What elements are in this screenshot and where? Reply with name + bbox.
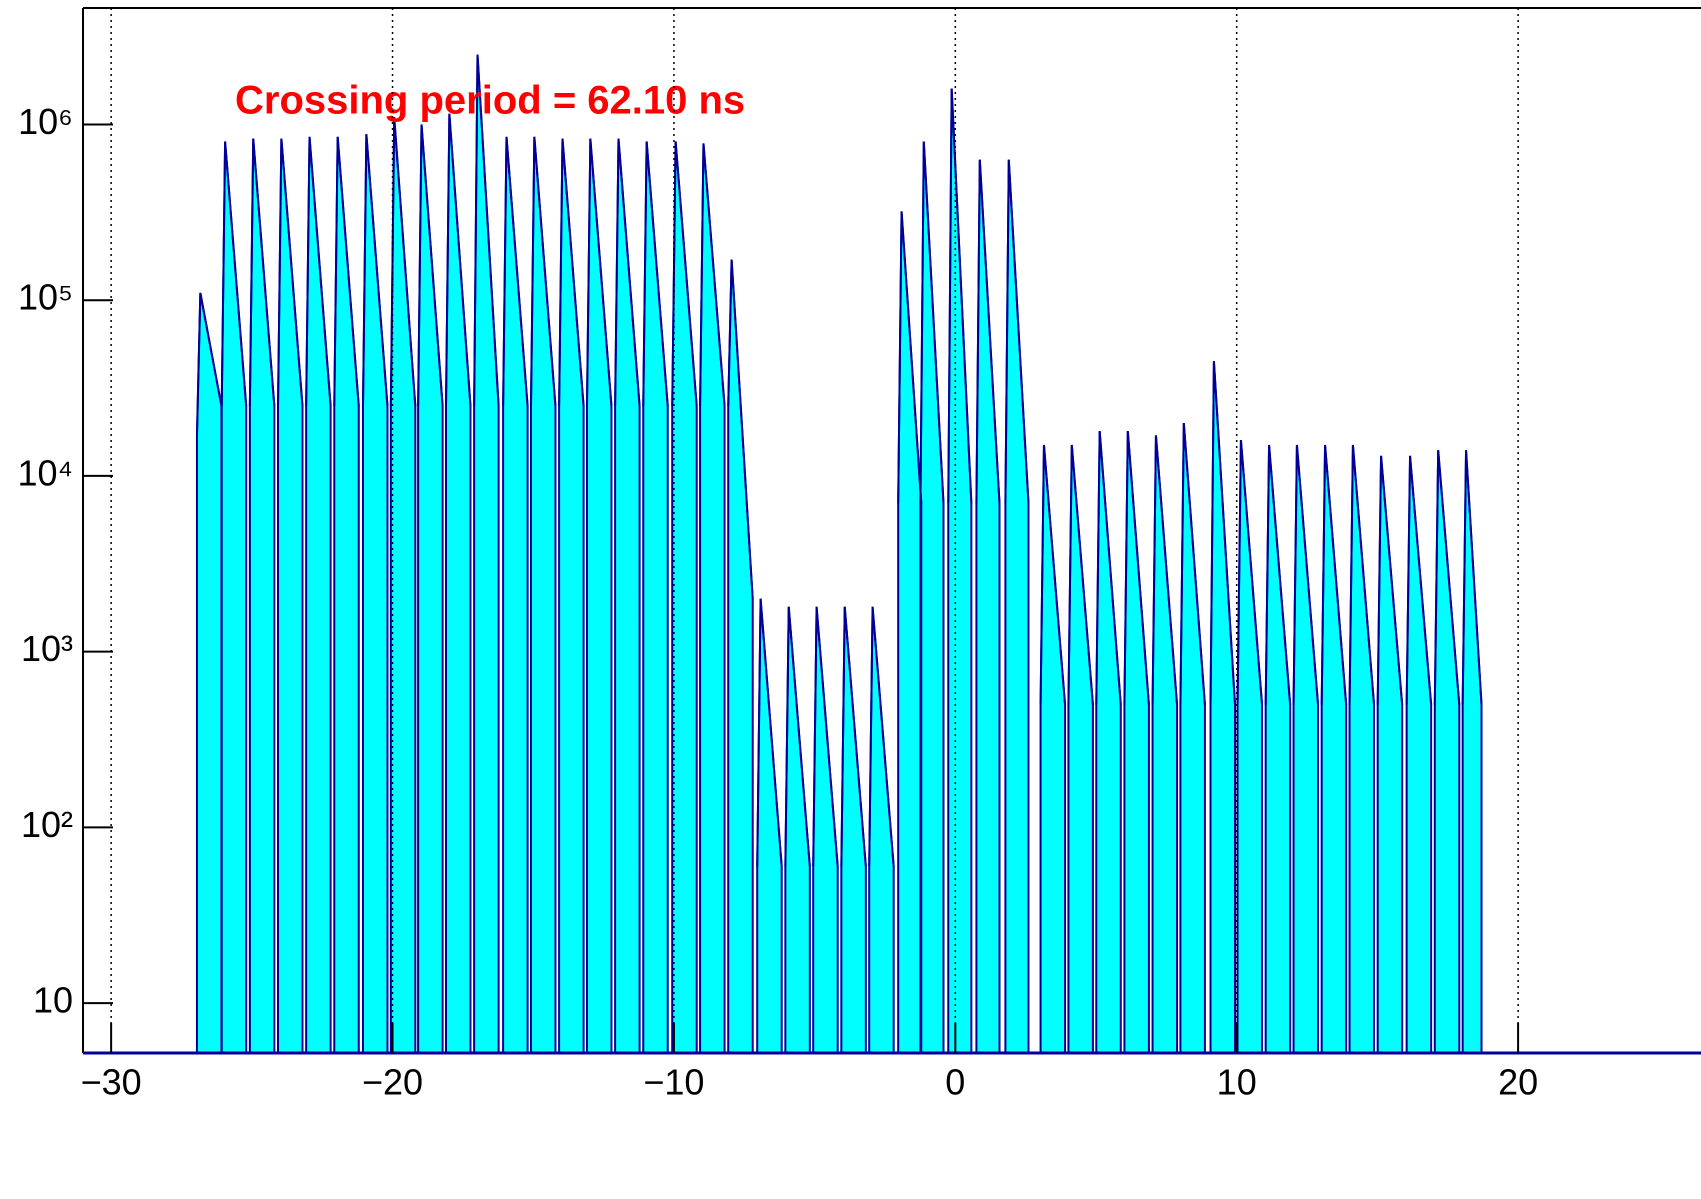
y-tick-label: 10⁴ <box>17 452 73 493</box>
histogram-outline <box>195 54 1483 867</box>
y-tick-label: 10² <box>21 804 73 845</box>
annotation: Crossing period = 62.10 ns <box>235 79 745 123</box>
x-tick-label: −10 <box>643 1062 704 1103</box>
y-tick-label: 10⁶ <box>18 101 73 142</box>
y-tick-label: 10³ <box>21 628 73 669</box>
x-tick-label: −30 <box>81 1062 142 1103</box>
y-tick-label: 10 <box>33 980 73 1021</box>
x-tick-label: 20 <box>1498 1062 1538 1103</box>
y-tick-label: 10⁵ <box>18 277 73 318</box>
x-tick-label: 0 <box>945 1062 965 1103</box>
x-tick-label: 10 <box>1217 1062 1257 1103</box>
histogram-fill <box>195 54 1483 1054</box>
x-tick-label: −20 <box>362 1062 423 1103</box>
